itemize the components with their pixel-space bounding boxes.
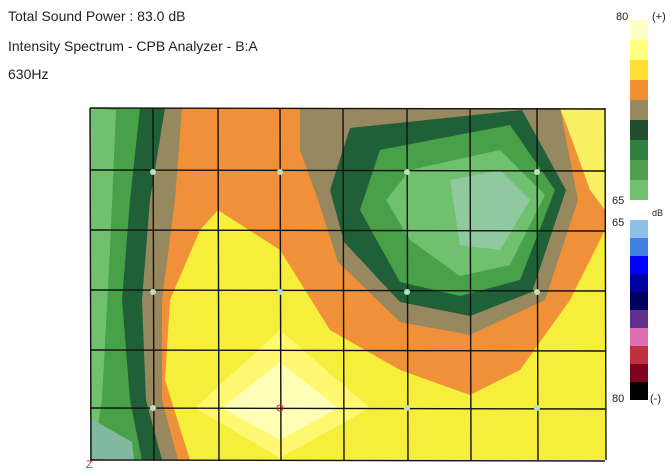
scale-swatch: [630, 274, 648, 292]
grid-line: [279, 107, 282, 461]
scale-swatch: [630, 292, 648, 310]
measure-point: [534, 169, 540, 175]
scale-swatch: [630, 238, 648, 256]
grid: [89, 107, 607, 462]
scale-swatch: [630, 328, 648, 346]
scale-swatch: [630, 364, 648, 382]
subtitle: Intensity Spectrum - CPB Analyzer - B:A: [8, 38, 258, 54]
grid-line: [536, 107, 539, 461]
grid-line: [406, 107, 409, 461]
scale-label: 80: [612, 393, 624, 405]
scale-swatch: [630, 256, 648, 274]
measure-point: [404, 289, 410, 295]
scale-unit: dB: [652, 208, 663, 218]
measure-point: [277, 169, 283, 175]
scale-swatch: [630, 60, 648, 80]
grid-line: [469, 107, 472, 461]
color-scale: [630, 20, 648, 400]
scale-label: 65: [612, 195, 624, 207]
contour: [222, 362, 338, 440]
grid-line: [89, 107, 92, 461]
scale-swatch: [630, 382, 648, 400]
scale-swatch: [630, 20, 648, 40]
grid-line: [89, 229, 606, 232]
frequency: 630Hz: [8, 66, 49, 82]
title: Total Sound Power : 83.0 dB: [8, 8, 186, 24]
grid-line: [342, 107, 345, 461]
measure-point: [277, 289, 283, 295]
grid-line: [89, 407, 606, 410]
measure-point: [150, 289, 156, 295]
scale-label: 65: [612, 217, 624, 229]
scale-swatch: [630, 40, 648, 60]
scale-swatch: [630, 140, 648, 160]
scale-swatch: [630, 180, 648, 200]
grid-line: [89, 459, 606, 462]
measure-point: [150, 169, 156, 175]
axis-label: Z: [86, 459, 93, 471]
scale-swatch: [630, 80, 648, 100]
scale-swatch: [630, 310, 648, 328]
scale-swatch: [630, 220, 648, 238]
scale-label: 80: [616, 11, 628, 23]
measure-point: [404, 405, 410, 411]
scale-swatch: [630, 120, 648, 140]
contour: [560, 108, 605, 210]
measure-point: [534, 405, 540, 411]
contour: [90, 108, 116, 460]
grid-line: [89, 349, 606, 352]
contour: [90, 418, 134, 460]
grid-line: [89, 107, 606, 110]
scale-label: (-): [650, 393, 661, 405]
grid-line: [152, 107, 155, 461]
grid-line: [89, 169, 606, 172]
grid-line: [89, 289, 606, 292]
measure-point: [534, 289, 540, 295]
measure-point: [404, 169, 410, 175]
scale-swatch: [630, 100, 648, 120]
scale-label: (+): [652, 11, 666, 23]
grid-line: [217, 107, 220, 461]
scale-swatch: [630, 160, 648, 180]
scale-swatch: [630, 346, 648, 364]
grid-line: [604, 107, 607, 461]
measure-point: [276, 404, 284, 412]
contours: [90, 108, 605, 460]
measure-point: [150, 405, 156, 411]
